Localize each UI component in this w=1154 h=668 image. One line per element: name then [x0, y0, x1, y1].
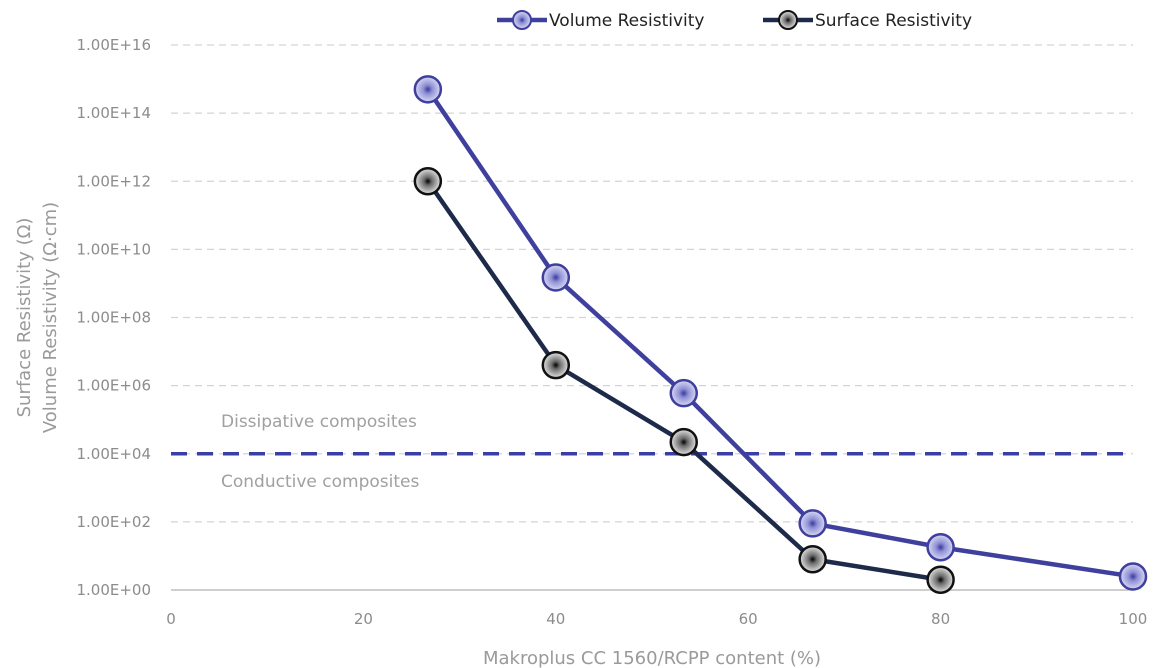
data-point-volume — [926, 532, 955, 562]
annotation-dissipative: Dissipative composites — [221, 412, 417, 432]
x-axis-title: Makroplus CC 1560/RCPP content (%) — [483, 648, 821, 668]
y-tick-label: 1.00E+02 — [76, 513, 151, 531]
x-tick-label: 20 — [354, 610, 373, 628]
y-tick-label: 1.00E+10 — [76, 240, 151, 258]
data-point-volume — [541, 263, 571, 292]
x-tick-label: 0 — [166, 610, 176, 628]
data-point-surface — [541, 350, 571, 380]
axes: 1.00E+00 1.00E+02 1.00E+04 1.00E+06 1.00E+08… — [14, 36, 1147, 668]
marker-volume — [798, 509, 827, 538]
marker-surface — [798, 544, 827, 574]
legend: Volume Resistivity Surface Resistivity — [497, 10, 972, 31]
data-point-surface — [798, 544, 827, 574]
y-axis-title-line: Volume Resistivity (Ω·cm) — [40, 202, 61, 433]
marker-volume — [541, 263, 571, 292]
y-tick-label: 1.00E+04 — [76, 445, 151, 463]
marker-surface — [669, 427, 698, 457]
marker-surface — [926, 565, 955, 594]
x-tick-label: 80 — [931, 610, 950, 628]
y-tick-label: 1.00E+16 — [76, 36, 151, 54]
legend-marker-volume — [512, 10, 532, 30]
marker-volume — [1118, 562, 1148, 591]
legend-label-surface: Surface Resistivity — [815, 11, 972, 31]
threshold-line-group: Dissipative composites Conductive composi… — [171, 412, 1133, 492]
marker-volume — [926, 532, 955, 562]
data-point-surface — [413, 167, 443, 196]
marker-surface — [413, 167, 443, 196]
series-line-volume — [425, 88, 1134, 579]
data-point-surface — [669, 427, 698, 457]
y-tick-label: 1.00E+08 — [76, 309, 151, 327]
gridlines — [171, 44, 1133, 523]
marker-volume — [669, 378, 698, 408]
marker-volume — [413, 75, 443, 104]
y-axis-title-line: Surface Resistivity (Ω) — [14, 218, 35, 418]
legend-marker-surface — [778, 10, 798, 30]
y-tick-label: 1.00E+14 — [76, 104, 151, 122]
series-group — [413, 75, 1148, 594]
data-point-volume — [413, 75, 443, 104]
legend-label-volume: Volume Resistivity — [549, 11, 704, 31]
y-tick-label: 1.00E+00 — [76, 581, 151, 599]
annotation-conductive: Conductive composites — [221, 472, 419, 492]
data-point-volume — [1118, 562, 1148, 591]
data-point-volume — [798, 509, 827, 538]
y-tick-label: 1.00E+06 — [76, 377, 151, 395]
x-tick-label: 60 — [739, 610, 758, 628]
data-point-volume — [669, 378, 698, 408]
marker-surface — [541, 350, 571, 380]
x-tick-label: 100 — [1119, 610, 1148, 628]
y-tick-label: 1.00E+12 — [76, 172, 151, 190]
x-tick-label: 40 — [546, 610, 565, 628]
data-point-surface — [926, 565, 955, 594]
